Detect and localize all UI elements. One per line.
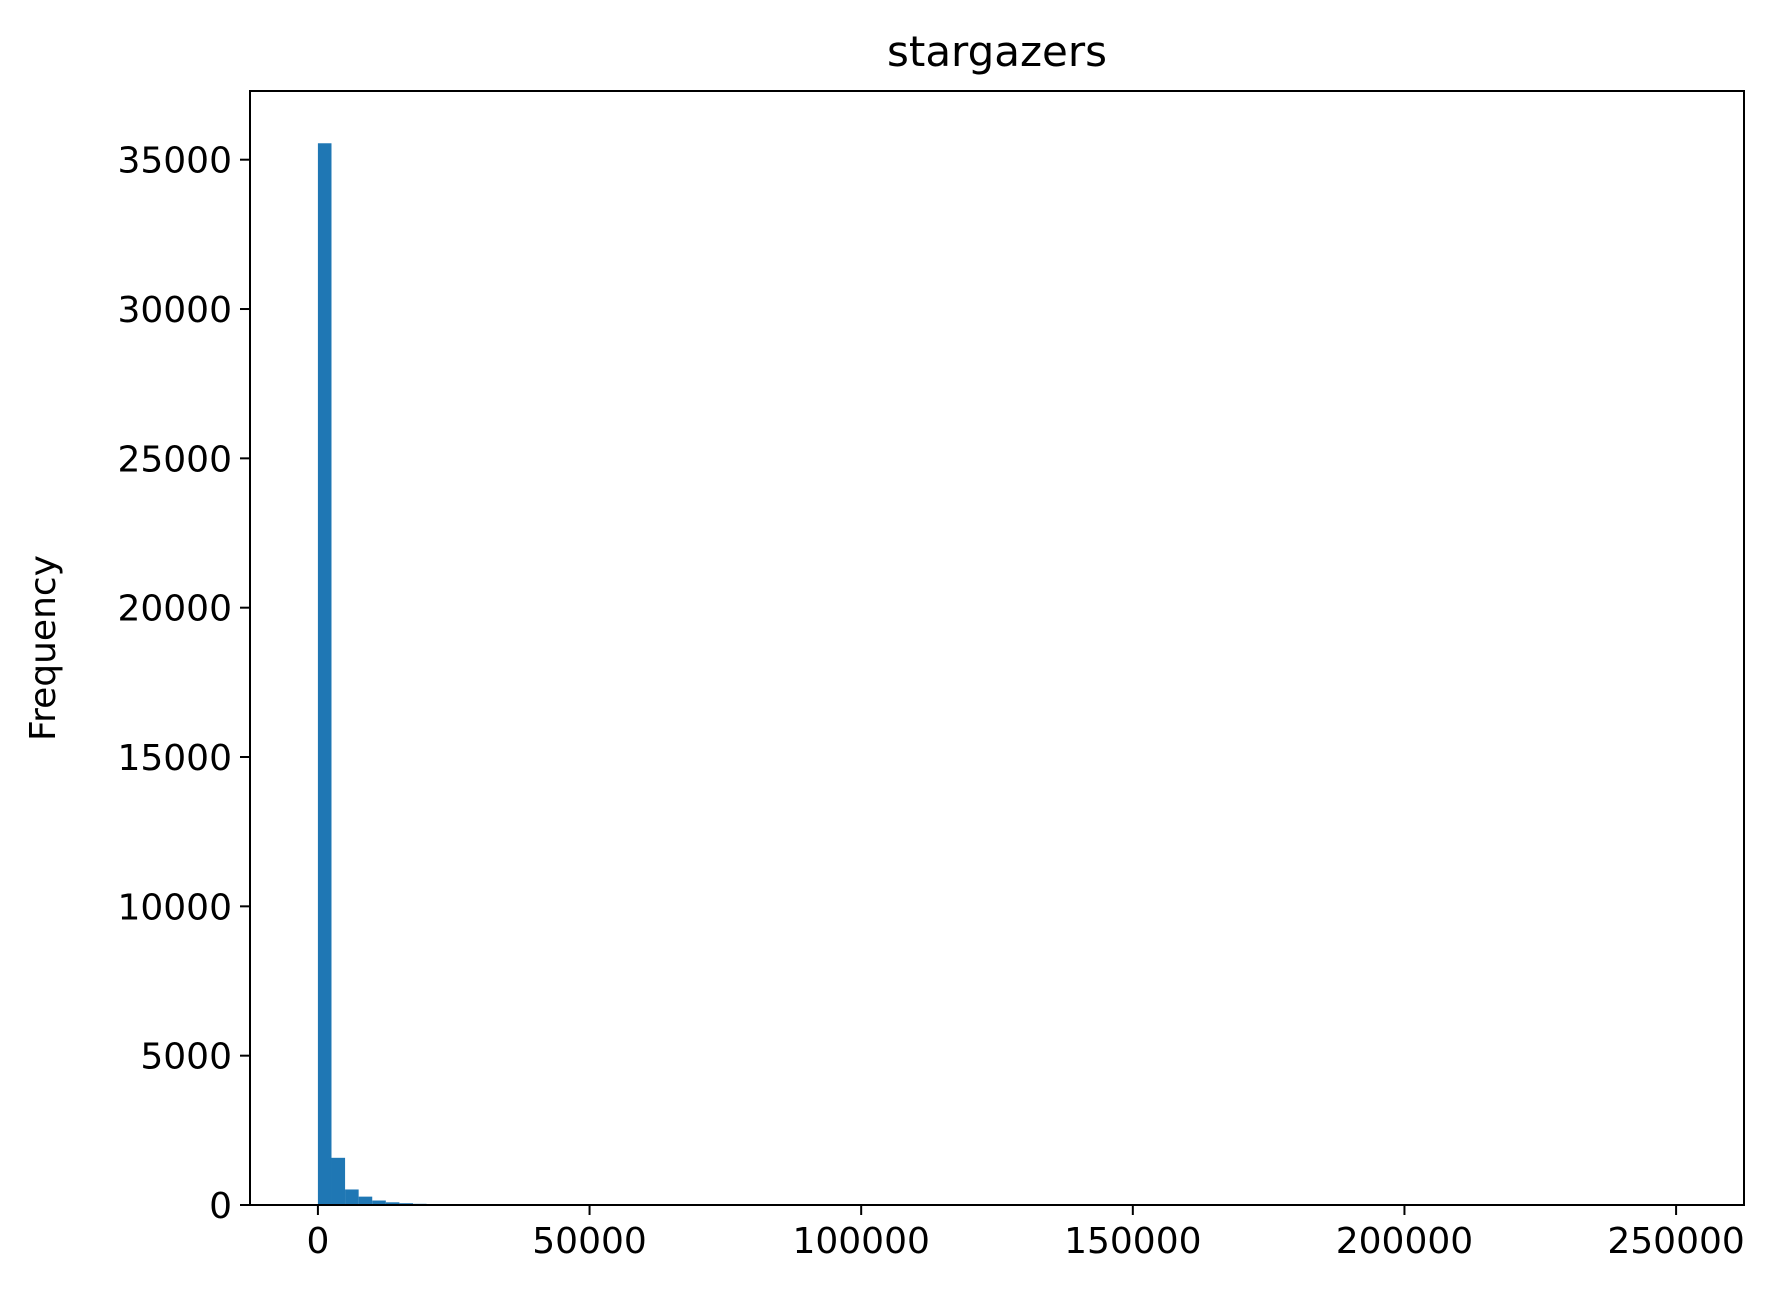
y-tick-label: 5000 — [140, 1037, 232, 1078]
histogram-bar — [385, 1202, 400, 1205]
y-tick-label: 30000 — [117, 290, 232, 331]
y-tick-label: 0 — [209, 1186, 232, 1227]
y-axis-ticks: 0 5000 10000 15000 20000 25000 30000 35000 — [117, 141, 250, 1227]
x-tick-label: 200000 — [1336, 1221, 1473, 1262]
x-tick-label: 50000 — [532, 1221, 647, 1262]
histogram-bar — [372, 1200, 386, 1205]
x-tick-label: 250000 — [1607, 1221, 1744, 1262]
y-tick-label: 20000 — [117, 589, 232, 630]
x-tick-label: 0 — [306, 1221, 329, 1262]
x-axis-ticks: 0 50000 100000 150000 200000 250000 — [306, 1205, 1745, 1262]
x-tick-label: 150000 — [1064, 1221, 1201, 1262]
y-tick-label: 35000 — [117, 141, 232, 182]
y-tick-label: 10000 — [117, 887, 232, 928]
histogram-bar — [331, 1157, 346, 1205]
histogram-bar — [317, 143, 332, 1206]
histogram-bar — [358, 1196, 373, 1205]
y-tick-label: 15000 — [117, 738, 232, 779]
plot-frame — [249, 90, 1745, 1206]
x-tick-label: 100000 — [792, 1221, 929, 1262]
histogram-bars — [317, 143, 481, 1206]
y-tick-label: 25000 — [117, 439, 232, 480]
chart-title: stargazers — [887, 27, 1107, 76]
y-axis-label: Frequency — [23, 555, 64, 741]
histogram-bar — [345, 1189, 359, 1205]
